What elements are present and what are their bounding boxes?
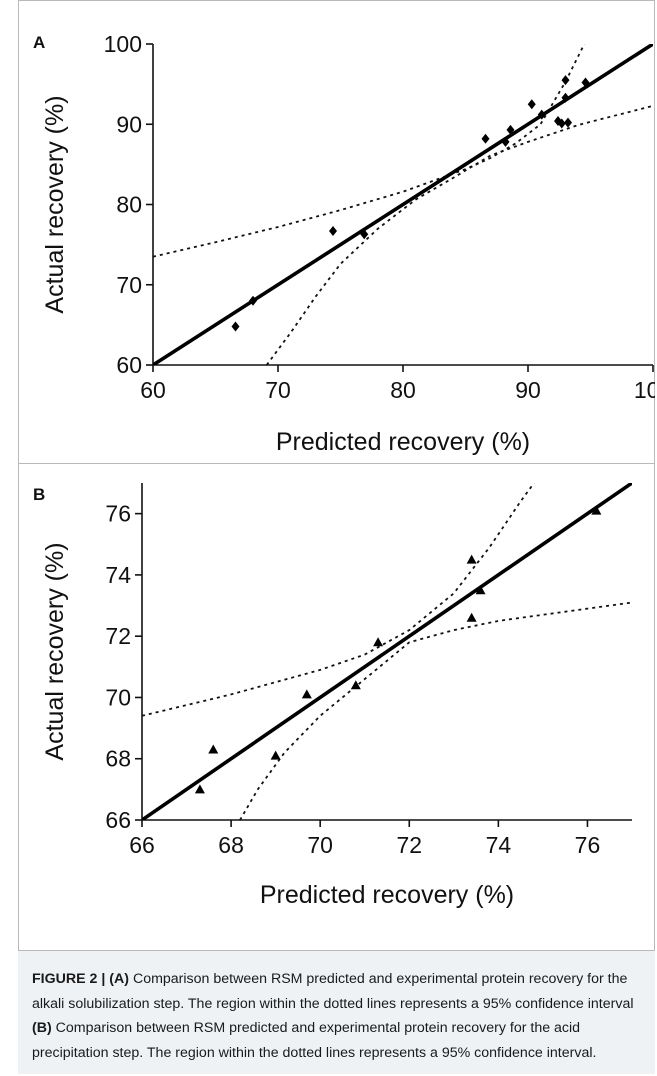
chart-1-plot-lines [142, 483, 632, 820]
chart-1-data-point [475, 585, 486, 595]
chart-1-data-point [350, 680, 361, 690]
caption-figure-label: FIGURE 2 | [32, 971, 106, 987]
caption-b-text: Comparison between RSM predicted and exp… [32, 1020, 597, 1061]
chart-0-data-point [231, 321, 240, 332]
chart-1-x-tick-label: 66 [129, 832, 155, 858]
chart-0-data-point [537, 109, 546, 120]
chart-1-x-tick-label: 76 [575, 832, 601, 858]
caption-a-label: (A) [109, 971, 129, 987]
chart-1-x-tick-label: 68 [218, 832, 244, 858]
panel-label-b: B [33, 485, 46, 504]
caption-b-label: (B) [32, 1020, 52, 1036]
chart-0-y-tick-label: 60 [116, 352, 142, 378]
chart-1-data-point [591, 505, 602, 515]
chart-1-y-tick-label: 76 [105, 501, 131, 527]
chart-0-x-axis-title: Predicted recovery (%) [276, 428, 530, 456]
chart-0-y-tick-label: 90 [116, 111, 142, 137]
chart-0-x-tick-label: 60 [140, 377, 166, 403]
chart-1-ci-upper-line [142, 483, 535, 717]
chart-1-y-tick-label: 72 [105, 623, 131, 649]
chart-1-ci-lower-line [239, 601, 632, 820]
chart-0-data-point [581, 77, 590, 88]
chart-0-x-tick-label: 90 [515, 377, 541, 403]
chart-0-x-tick-label: 70 [265, 377, 291, 403]
chart-1-x-tick-label: 70 [307, 832, 333, 858]
chart-1-data-point [194, 784, 205, 794]
chart-0-data-point [506, 124, 515, 135]
chart-0-data-point [360, 229, 369, 240]
chart-1-data-point [373, 637, 384, 647]
chart-1-fit-line [142, 483, 632, 820]
chart-0-data-point [501, 136, 510, 147]
chart-0-plot-lines [153, 44, 653, 365]
chart-0-y-tick-label: 70 [116, 272, 142, 298]
chart-0-x-tick-label: 80 [390, 377, 416, 403]
panel-divider [19, 463, 655, 464]
chart-0-data-point [561, 75, 570, 86]
chart-panel-a: A 60 70 80 90 100 60 70 80 90 100 Predicted recove… [19, 1, 655, 463]
chart-a-svg: 60 70 80 90 100 60 70 80 90 100 Predicted recovery… [41, 31, 655, 456]
chart-0-data-point [329, 225, 337, 236]
chart-0-data-point [527, 99, 536, 110]
chart-0-data-point [249, 295, 257, 306]
chart-1-y-axis-title: Actual recovery (%) [41, 542, 69, 760]
chart-1-x-axis-title: Predicted recovery (%) [260, 881, 514, 909]
chart-1-data-point [270, 750, 281, 760]
chart-0-ci-lower-line [265, 104, 653, 365]
chart-0-data-point [557, 118, 566, 129]
figure-caption-box: FIGURE 2 | (A) Comparison between RSM pr… [18, 950, 655, 1074]
chart-0-y-axis-title: Actual recovery (%) [41, 95, 69, 313]
chart-0-y-tick-label: 80 [116, 192, 142, 218]
chart-1-y-tick-label: 70 [105, 684, 131, 710]
chart-0-y-tick-label: 100 [104, 31, 142, 57]
chart-1-x-tick-label: 72 [396, 832, 422, 858]
chart-1-x-tick-label: 74 [486, 832, 512, 858]
chart-panel-b: B 66 68 70 72 74 76 66 68 70 72 74 76 Predicted reco… [19, 465, 655, 945]
chart-0-fit-line [153, 44, 653, 365]
figure-caption: FIGURE 2 | (A) Comparison between RSM pr… [32, 967, 642, 1065]
chart-0-x-tick-label: 100 [634, 377, 655, 403]
chart-1-data-point [301, 689, 312, 699]
chart-1-data-point [208, 744, 219, 754]
chart-0-data-point [481, 133, 490, 144]
chart-1-y-tick-label: 74 [105, 562, 131, 588]
caption-a-text: Comparison between RSM predicted and exp… [32, 971, 634, 1012]
chart-0-data-point [561, 92, 570, 103]
panel-label-a: A [33, 33, 46, 52]
chart-b-svg: 66 68 70 72 74 76 66 68 70 72 74 76 Predicted recove… [41, 483, 632, 909]
chart-1-y-tick-label: 68 [105, 746, 131, 772]
chart-0-data-point [564, 117, 572, 128]
chart-1-data-point [466, 554, 477, 564]
chart-1-data-point [466, 612, 477, 622]
chart-1-y-tick-label: 66 [105, 807, 131, 833]
